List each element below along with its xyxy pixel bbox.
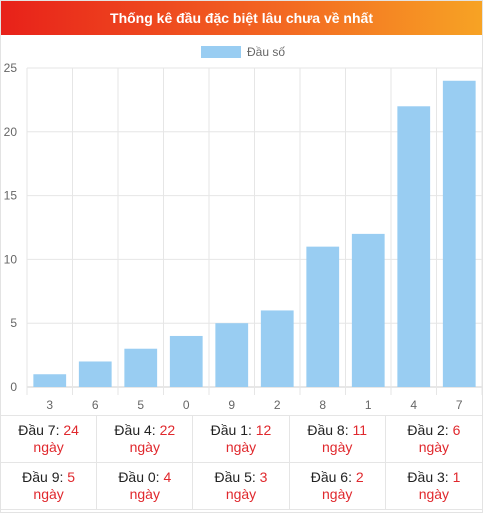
bar bbox=[169, 335, 203, 387]
stat-line: Đầu 6: 2 bbox=[311, 469, 364, 486]
stat-value: 5 bbox=[67, 469, 76, 485]
y-tick-label: 15 bbox=[4, 189, 18, 203]
legend-label: Đầu số bbox=[247, 45, 285, 59]
x-tick-label: 5 bbox=[137, 398, 144, 412]
stat-value: 1 bbox=[452, 469, 461, 485]
stat-unit: ngày bbox=[225, 486, 257, 502]
x-tick-label: 1 bbox=[365, 398, 372, 412]
stat-cell: Đầu 6: 2 ngày bbox=[289, 463, 386, 510]
y-tick-label: 10 bbox=[4, 252, 18, 266]
stat-cell: Đầu 5: 3 ngày bbox=[193, 463, 290, 510]
stat-value: 2 bbox=[355, 469, 364, 485]
stat-unit: ngày bbox=[322, 486, 353, 502]
stat-unit: ngày bbox=[418, 486, 450, 502]
stat-value: 4 bbox=[163, 469, 172, 485]
bar bbox=[442, 80, 476, 387]
widget-title: Thống kê đầu đặc biệt lâu chưa về nhất bbox=[1, 1, 482, 35]
stat-line: Đầu 5: 3 bbox=[215, 469, 268, 486]
stat-label: Đầu 0: bbox=[118, 469, 164, 485]
y-tick-label: 25 bbox=[4, 61, 18, 75]
y-tick-label: 5 bbox=[10, 316, 17, 330]
stat-cell: Đầu 9: 5 ngày bbox=[1, 463, 98, 510]
stat-line: Đầu 7: 24 bbox=[18, 422, 79, 439]
stat-line: Đầu 8: 11 bbox=[307, 422, 367, 439]
bar-chart: 0 5 10 15 20 25 3 6 5 0 9 2 8 1 4 7 Đầu số bbox=[1, 35, 482, 415]
x-tick-label: 7 bbox=[456, 398, 463, 412]
stat-value: 22 bbox=[159, 422, 176, 438]
stat-unit: ngày bbox=[322, 439, 353, 455]
x-tick-label: 6 bbox=[92, 398, 99, 412]
stat-unit: ngày bbox=[129, 439, 160, 455]
stat-value: 6 bbox=[452, 422, 461, 438]
bar bbox=[397, 106, 431, 387]
stat-line: Đầu 1: 12 bbox=[211, 422, 272, 439]
stat-label: Đầu 1: bbox=[210, 422, 256, 438]
bar bbox=[78, 361, 112, 387]
stat-label: Đầu 4: bbox=[114, 422, 160, 438]
bar bbox=[306, 246, 340, 387]
x-tick-label: 9 bbox=[228, 398, 235, 412]
bar bbox=[215, 323, 249, 387]
stat-cell: Đầu 2: 6 ngày bbox=[385, 416, 482, 463]
stat-cell: Đầu 3: 1 ngày bbox=[385, 463, 482, 510]
bar bbox=[260, 310, 294, 387]
stat-cell: Đầu 4: 22 ngày bbox=[97, 416, 194, 463]
stat-label: Đầu 7: bbox=[18, 422, 64, 438]
x-tick-label: 2 bbox=[274, 398, 281, 412]
y-tick-label: 20 bbox=[4, 125, 18, 139]
stat-value: 3 bbox=[259, 469, 268, 485]
legend-swatch bbox=[201, 46, 241, 58]
stat-label: Đầu 3: bbox=[407, 469, 453, 485]
stat-unit: ngày bbox=[33, 439, 64, 455]
stat-value: 12 bbox=[255, 422, 272, 438]
x-tick-label: 4 bbox=[410, 398, 417, 412]
stat-unit: ngày bbox=[418, 439, 450, 455]
bar bbox=[33, 374, 67, 387]
stat-label: Đầu 6: bbox=[310, 469, 356, 485]
stat-cell: Đầu 8: 11 ngày bbox=[289, 416, 386, 463]
stat-label: Đầu 5: bbox=[214, 469, 260, 485]
stat-value: 11 bbox=[352, 422, 368, 438]
stat-label: Đầu 8: bbox=[307, 422, 353, 438]
stat-unit: ngày bbox=[33, 486, 64, 502]
stat-line: Đầu 2: 6 bbox=[407, 422, 460, 439]
stat-label: Đầu 2: bbox=[407, 422, 453, 438]
stat-line: Đầu 4: 22 bbox=[114, 422, 175, 439]
stat-unit: ngày bbox=[129, 486, 160, 502]
stat-line: Đầu 9: 5 bbox=[22, 469, 75, 486]
stat-cell: Đầu 1: 12 ngày bbox=[193, 416, 290, 463]
stat-value: 24 bbox=[63, 422, 79, 438]
stat-cell: Đầu 0: 4 ngày bbox=[97, 463, 194, 510]
bar bbox=[124, 348, 158, 387]
x-tick-label: 0 bbox=[183, 398, 190, 412]
stat-unit: ngày bbox=[225, 439, 257, 455]
x-tick-label: 3 bbox=[46, 398, 53, 412]
stats-grid: Đầu 7: 24 ngày Đầu 4: 22 ngày Đầu 1: 12 ngày Đ… bbox=[1, 415, 482, 510]
stat-line: Đầu 0: 4 bbox=[118, 469, 171, 486]
y-tick-label: 0 bbox=[10, 380, 17, 394]
stat-label: Đầu 9: bbox=[22, 469, 68, 485]
x-tick-label: 8 bbox=[319, 398, 326, 412]
stat-line: Đầu 3: 1 bbox=[407, 469, 460, 486]
stat-cell: Đầu 7: 24 ngày bbox=[1, 416, 98, 463]
bar bbox=[351, 233, 385, 387]
